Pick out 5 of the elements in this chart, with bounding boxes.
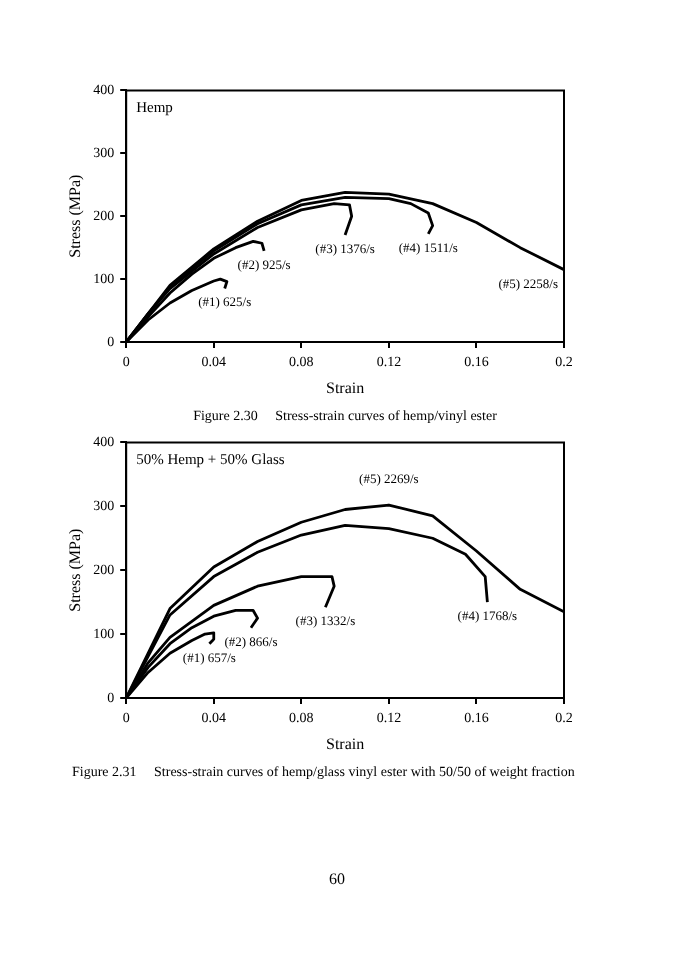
y-axis-title: Stress (MPa) — [65, 173, 84, 258]
x-axis-title: Strain — [325, 378, 365, 397]
text: 60 — [327, 870, 347, 893]
y-axis-title: Stress (MPa) — [65, 527, 84, 612]
x-axis-title: Strain — [325, 734, 365, 753]
